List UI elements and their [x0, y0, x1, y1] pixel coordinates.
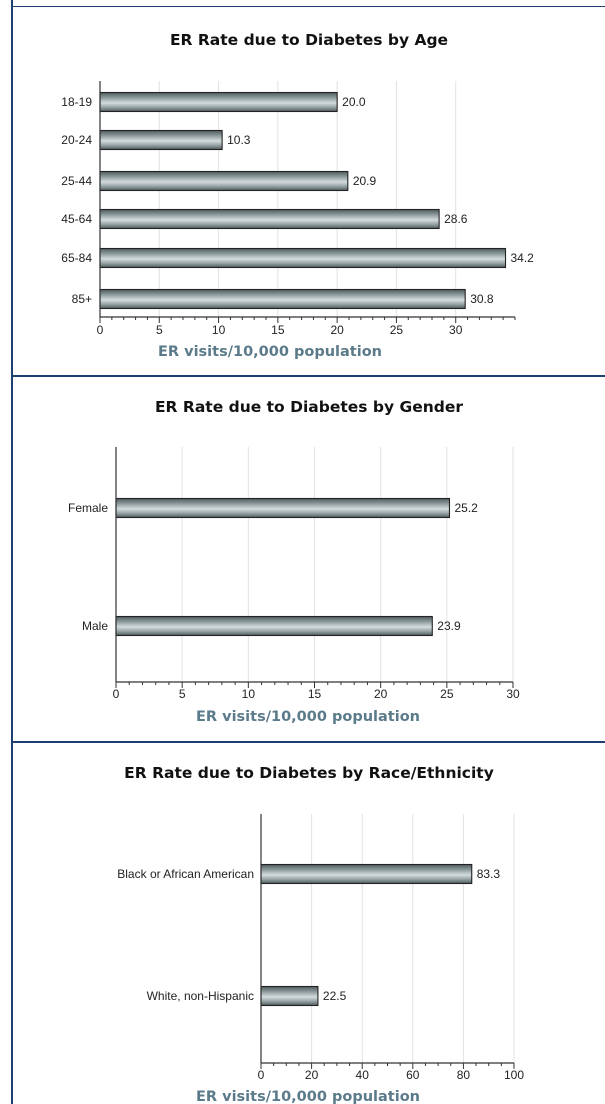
x-axis-label: ER visits/10,000 population [196, 709, 420, 725]
x-tick-label: 15 [271, 323, 285, 337]
bar-value-label: 20.9 [353, 174, 377, 188]
category-label: White, non-Hispanic [147, 989, 254, 1003]
x-tick-label: 25 [390, 323, 404, 337]
x-tick-label: 30 [506, 687, 520, 701]
category-label: 45-64 [61, 212, 92, 226]
race-chart-panel: ER Rate due to Diabetes by Race/Ethnicit… [13, 743, 605, 1104]
x-tick-label: 40 [356, 1068, 370, 1082]
bar [99, 208, 440, 230]
x-tick-label: 80 [457, 1068, 471, 1082]
x-tick-label: 20 [330, 323, 344, 337]
x-tick-label: 0 [97, 323, 104, 337]
bar [99, 129, 223, 151]
panel-divider-2 [11, 741, 605, 743]
age-chart-panel: ER Rate due to Diabetes by Age 20.0 18-19 1… [13, 7, 605, 375]
chart-title: ER Rate due to Diabetes by Gender [155, 398, 463, 416]
x-tick-label: 10 [212, 323, 226, 337]
x-axis-label: ER visits/10,000 population [158, 344, 382, 360]
x-tick-label: 5 [156, 323, 163, 337]
age-bar-chart: ER Rate due to Diabetes by Age 20.0 18-19 1… [61, 31, 535, 360]
category-label: 85+ [72, 292, 92, 306]
x-tick-label: 25 [440, 687, 454, 701]
x-tick-label: 15 [308, 687, 322, 701]
bar-value-label: 10.3 [227, 133, 251, 147]
bar-value-label: 28.6 [444, 212, 468, 226]
frame-top-border [11, 6, 605, 7]
bar-value-label: 22.5 [323, 989, 347, 1003]
bar [99, 170, 349, 192]
bar [260, 985, 319, 1007]
x-axis-label: ER visits/10,000 population [196, 1089, 420, 1104]
category-label: 65-84 [61, 251, 92, 265]
panel-divider-1 [11, 375, 605, 377]
x-tick-label: 100 [504, 1068, 524, 1082]
bar [99, 288, 466, 310]
frame-left-border [11, 0, 13, 1104]
x-tick-label: 30 [449, 323, 463, 337]
category-label: 25-44 [61, 174, 92, 188]
chart-title: ER Rate due to Diabetes by Age [170, 31, 448, 49]
bar-value-label: 34.2 [511, 251, 535, 265]
x-tick-label: 60 [406, 1068, 420, 1082]
x-tick-label: 0 [258, 1068, 265, 1082]
category-label: Male [82, 619, 108, 633]
bar-value-label: 25.2 [454, 501, 478, 515]
x-tick-label: 20 [374, 687, 388, 701]
bar-value-label: 83.3 [477, 867, 501, 881]
bar [99, 91, 338, 113]
race-bar-chart: ER Rate due to Diabetes by Race/Ethnicit… [117, 764, 524, 1104]
x-tick-label: 10 [242, 687, 256, 701]
bar [115, 615, 433, 637]
bar-value-label: 20.0 [342, 95, 366, 109]
bar-value-label: 23.9 [437, 619, 461, 633]
x-tick-label: 5 [179, 687, 186, 701]
gender-chart-panel: ER Rate due to Diabetes by Gender 25.2 Fem… [13, 377, 605, 741]
x-tick-label: 0 [113, 687, 120, 701]
category-label: 18-19 [61, 95, 92, 109]
x-tick-label: 20 [305, 1068, 319, 1082]
bar-value-label: 30.8 [470, 292, 494, 306]
bar [115, 497, 451, 519]
bar [260, 863, 473, 885]
chart-title: ER Rate due to Diabetes by Race/Ethnicit… [124, 764, 494, 782]
category-label: 20-24 [61, 133, 92, 147]
bar [99, 247, 507, 269]
gender-bar-chart: ER Rate due to Diabetes by Gender 25.2 Fem… [68, 398, 520, 725]
category-label: Female [68, 501, 108, 515]
category-label: Black or African American [117, 867, 254, 881]
